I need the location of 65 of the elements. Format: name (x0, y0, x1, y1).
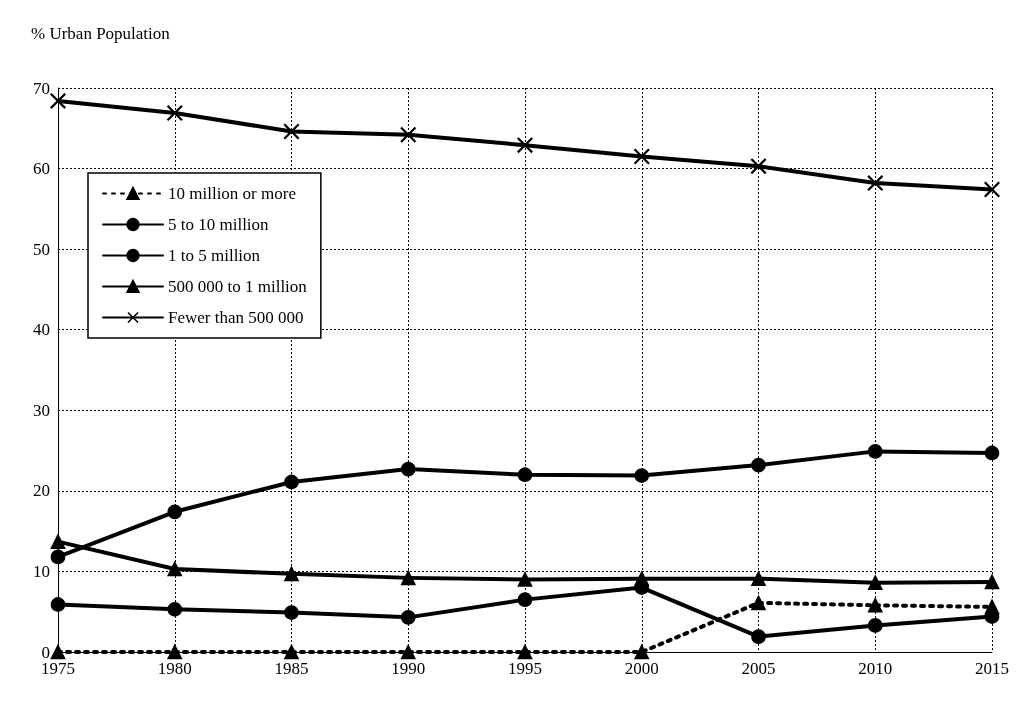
point (867, 618, 883, 633)
y-tick-label: 20 (33, 481, 50, 501)
y-tick-label: 30 (33, 400, 50, 420)
point (867, 444, 883, 459)
point (517, 572, 533, 587)
point (284, 566, 299, 582)
point (50, 597, 66, 612)
y-tick-label: 0 (41, 642, 50, 662)
point (634, 468, 650, 483)
point (50, 644, 66, 660)
point (633, 148, 650, 165)
legend-label: 10 million or more (168, 184, 296, 203)
point (167, 644, 183, 660)
point (751, 457, 766, 473)
x-tick-label: 1975 (41, 659, 75, 678)
point (400, 644, 416, 660)
point (517, 137, 533, 154)
point (634, 571, 650, 586)
x-tick-label: 1990 (391, 659, 426, 678)
point (284, 644, 299, 660)
point (867, 575, 883, 591)
point (517, 592, 533, 607)
point (750, 158, 767, 175)
x-tick-label: 1985 (274, 659, 309, 678)
x-tick-label: 2015 (975, 659, 1009, 678)
y-axis-title: % Urban Population (31, 24, 171, 43)
point (984, 574, 1000, 590)
point (50, 534, 66, 549)
point (283, 123, 300, 140)
point (167, 602, 183, 617)
legend-label: 5 to 10 million (168, 215, 270, 234)
point (517, 644, 533, 660)
point (400, 461, 416, 477)
point (867, 175, 884, 192)
point (167, 504, 183, 520)
point (867, 597, 883, 613)
point (751, 629, 766, 644)
point (984, 445, 1000, 461)
y-tick-label: 60 (33, 159, 50, 179)
x-tick-label: 1995 (508, 659, 542, 678)
point (50, 92, 66, 109)
point (984, 181, 1000, 198)
point (517, 467, 533, 483)
point (634, 644, 650, 660)
point (284, 474, 299, 490)
legend-label: Fewer than 500 000 (168, 308, 304, 327)
y-tick-label: 40 (33, 320, 50, 340)
point (400, 570, 416, 586)
x-tick-label: 2005 (741, 659, 776, 678)
point (400, 126, 417, 143)
point (167, 561, 183, 577)
point (166, 104, 183, 121)
point (751, 571, 766, 586)
x-tick-label: 1980 (157, 659, 192, 678)
x-tick-label: 2010 (858, 659, 893, 678)
legend-label: 500 000 to 1 million (168, 277, 308, 296)
y-tick-label: 50 (33, 239, 50, 259)
x-tick-label: 2000 (624, 659, 659, 678)
point (284, 605, 299, 620)
point (751, 595, 766, 611)
point (50, 549, 66, 565)
y-tick-label: 10 (33, 561, 50, 581)
point (400, 610, 416, 625)
y-tick-label: 70 (33, 78, 50, 98)
legend-label: 1 to 5 million (168, 246, 261, 265)
